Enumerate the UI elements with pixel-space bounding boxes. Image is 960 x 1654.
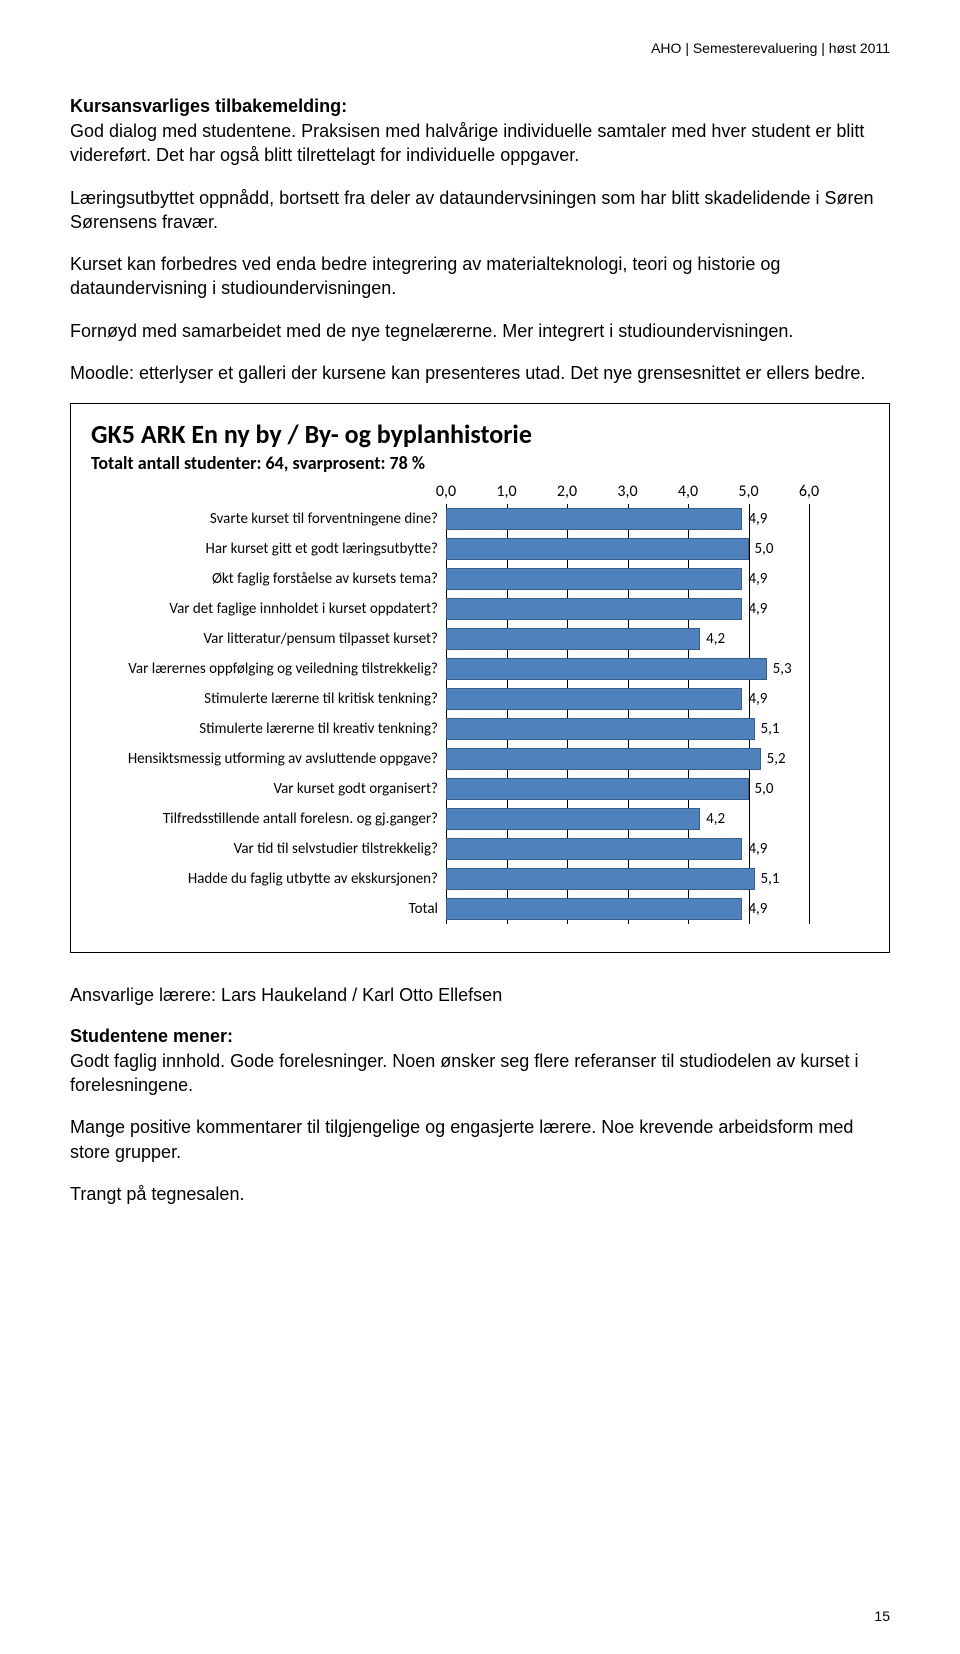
bar-track: 4,9 xyxy=(446,894,809,924)
bar-value: 4,2 xyxy=(700,630,725,648)
bar-fill xyxy=(446,658,767,680)
bar-track: 4,2 xyxy=(446,624,809,654)
bar-label: Var tid til selvstudier tilstrekkelig? xyxy=(91,840,446,858)
bar-label: Var kurset godt organisert? xyxy=(91,780,446,798)
x-tick: 3,0 xyxy=(617,482,637,501)
bar-fill xyxy=(446,838,742,860)
paragraph: Kurset kan forbedres ved enda bedre inte… xyxy=(70,252,890,301)
bar-row: Svarte kurset til forventningene dine? 4,… xyxy=(91,504,869,534)
bar-row: Var litteratur/pensum tilpasset kurset? 4… xyxy=(91,624,869,654)
bar-row: Stimulerte lærerne til kreativ tenkning?… xyxy=(91,714,869,744)
bar-fill xyxy=(446,538,749,560)
bar-row: Var tid til selvstudier tilstrekkelig? 4,… xyxy=(91,834,869,864)
bar-fill xyxy=(446,688,742,710)
bar-label: Stimulerte lærerne til kreativ tenkning? xyxy=(91,720,446,738)
bar-value: 5,3 xyxy=(767,660,792,678)
bar-row: Økt faglig forståelse av kursets tema? 4,… xyxy=(91,564,869,594)
bar-fill xyxy=(446,628,700,650)
bar-label: Hadde du faglig utbytte av ekskursjonen? xyxy=(91,870,446,888)
bar-label: Tilfredsstillende antall forelesn. og gj… xyxy=(91,810,446,828)
bar-row: Tilfredsstillende antall forelesn. og gj… xyxy=(91,804,869,834)
bar-row: Total 4,9 xyxy=(91,894,869,924)
bar-label: Hensiktsmessig utforming av avsluttende … xyxy=(91,750,446,768)
bar-fill xyxy=(446,778,749,800)
bar-label: Var litteratur/pensum tilpasset kurset? xyxy=(91,630,446,648)
x-axis: 0,0 1,0 2,0 3,0 4,0 5,0 6,0 xyxy=(91,482,869,502)
paragraph: Trangt på tegnesalen. xyxy=(70,1182,890,1206)
bar-row: Stimulerte lærerne til kritisk tenkning?… xyxy=(91,684,869,714)
bar-fill xyxy=(446,598,742,620)
x-tick: 1,0 xyxy=(496,482,516,501)
bar-fill xyxy=(446,718,755,740)
bar-label: Økt faglig forståelse av kursets tema? xyxy=(91,570,446,588)
paragraph: God dialog med studentene. Praksisen med… xyxy=(70,119,890,168)
heading-feedback: Kursansvarliges tilbakemelding: xyxy=(70,96,890,117)
bar-value: 5,1 xyxy=(755,870,780,888)
page-header: AHO | Semesterevaluering | høst 2011 xyxy=(70,40,890,56)
bar-value: 5,0 xyxy=(749,540,774,558)
bar-value: 4,9 xyxy=(742,900,767,918)
x-tick: 2,0 xyxy=(557,482,577,501)
bar-track: 5,1 xyxy=(446,714,809,744)
paragraph: Fornøyd med samarbeidet med de nye tegne… xyxy=(70,319,890,343)
bar-value: 5,0 xyxy=(749,780,774,798)
x-tick: 6,0 xyxy=(799,482,819,501)
bar-fill xyxy=(446,748,761,770)
heading-students: Studentene mener: xyxy=(70,1026,890,1047)
bar-row: Var kurset godt organisert? 5,0 xyxy=(91,774,869,804)
bars-area: Svarte kurset til forventningene dine? 4,… xyxy=(91,504,869,924)
chart-subtitle: Totalt antall studenter: 64, svarprosent… xyxy=(91,452,869,474)
bar-row: Hensiktsmessig utforming av avsluttende … xyxy=(91,744,869,774)
bar-track: 4,9 xyxy=(446,834,809,864)
bar-label: Var det faglige innholdet i kurset oppda… xyxy=(91,600,446,618)
bar-value: 4,9 xyxy=(742,570,767,588)
teachers-line: Ansvarlige lærere: Lars Haukeland / Karl… xyxy=(70,983,890,1007)
paragraph: Moodle: etterlyser et galleri der kursen… xyxy=(70,361,890,385)
bar-value: 4,9 xyxy=(742,510,767,528)
paragraph: Mange positive kommentarer til tilgjenge… xyxy=(70,1115,890,1164)
chart-container: GK5 ARK En ny by / By- og byplanhistorie… xyxy=(70,403,890,953)
bar-track: 4,9 xyxy=(446,594,809,624)
page-number: 15 xyxy=(874,1608,890,1624)
bar-track: 5,3 xyxy=(446,654,809,684)
bar-value: 4,2 xyxy=(700,810,725,828)
bar-label: Har kurset gitt et godt læringsutbytte? xyxy=(91,540,446,558)
bar-row: Var det faglige innholdet i kurset oppda… xyxy=(91,594,869,624)
bar-value: 4,9 xyxy=(742,600,767,618)
bar-track: 4,9 xyxy=(446,564,809,594)
bar-track: 4,9 xyxy=(446,684,809,714)
bar-track: 5,0 xyxy=(446,534,809,564)
bar-label: Svarte kurset til forventningene dine? xyxy=(91,510,446,528)
bar-value: 4,9 xyxy=(742,840,767,858)
bar-fill xyxy=(446,568,742,590)
bar-row: Har kurset gitt et godt læringsutbytte? 5… xyxy=(91,534,869,564)
bar-label: Stimulerte lærerne til kritisk tenkning? xyxy=(91,690,446,708)
bar-track: 4,9 xyxy=(446,504,809,534)
bar-value: 5,1 xyxy=(755,720,780,738)
bar-value: 5,2 xyxy=(761,750,786,768)
x-tick: 5,0 xyxy=(738,482,758,501)
bar-fill xyxy=(446,508,742,530)
bar-fill xyxy=(446,898,742,920)
chart-title: GK5 ARK En ny by / By- og byplanhistorie xyxy=(91,418,869,450)
bar-fill xyxy=(446,808,700,830)
paragraph: Godt faglig innhold. Gode forelesninger.… xyxy=(70,1049,890,1098)
x-tick: 4,0 xyxy=(678,482,698,501)
bar-fill xyxy=(446,868,755,890)
bar-value: 4,9 xyxy=(742,690,767,708)
bar-row: Var lærernes oppfølging og veiledning ti… xyxy=(91,654,869,684)
paragraph: Læringsutbyttet oppnådd, bortsett fra de… xyxy=(70,186,890,235)
bar-track: 4,2 xyxy=(446,804,809,834)
bar-track: 5,1 xyxy=(446,864,809,894)
x-tick: 0,0 xyxy=(436,482,456,501)
bar-row: Hadde du faglig utbytte av ekskursjonen?… xyxy=(91,864,869,894)
bar-label: Total xyxy=(91,900,446,918)
bar-track: 5,0 xyxy=(446,774,809,804)
bar-label: Var lærernes oppfølging og veiledning ti… xyxy=(91,660,446,678)
bar-track: 5,2 xyxy=(446,744,809,774)
